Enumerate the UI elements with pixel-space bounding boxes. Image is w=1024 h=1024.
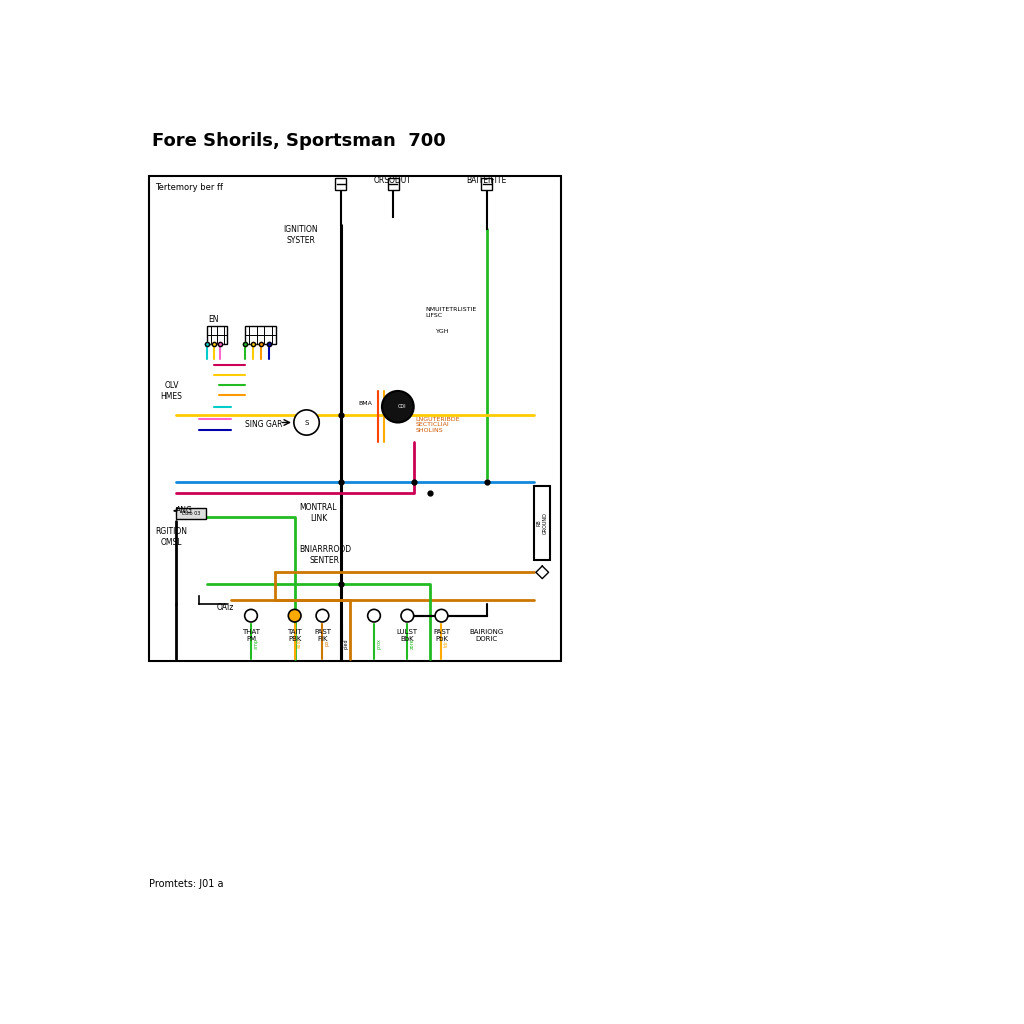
Bar (176, 508, 206, 519)
Text: solo: solo (297, 638, 302, 648)
Circle shape (289, 609, 301, 622)
Text: ORSODUT: ORSODUT (374, 176, 412, 185)
Text: CDI: CDI (397, 404, 407, 410)
Text: BNIARRROOD
SENTER: BNIARRROOD SENTER (299, 545, 351, 564)
Text: Promtets: J01 a: Promtets: J01 a (148, 880, 223, 889)
Text: BAIRIONG
DORIC: BAIRIONG DORIC (470, 629, 504, 642)
Text: RGITION
OMSL: RGITION OMSL (156, 527, 187, 547)
Text: PAST
FIK: PAST FIK (314, 629, 331, 642)
Text: Tertemory ber ff: Tertemory ber ff (155, 183, 223, 191)
Text: IGNITION
SYSTER: IGNITION SYSTER (284, 225, 318, 245)
Circle shape (294, 410, 319, 435)
Bar (387, 178, 398, 189)
Circle shape (368, 609, 380, 622)
Circle shape (435, 609, 447, 622)
Circle shape (382, 391, 414, 423)
Text: BAITEIFITE: BAITEIFITE (467, 176, 507, 185)
Text: ANG: ANG (176, 506, 193, 515)
Bar (148, 176, 560, 660)
Text: RB
GROUND: RB GROUND (537, 512, 548, 534)
Text: OLV
HMES: OLV HMES (161, 381, 182, 400)
Text: EN: EN (209, 315, 219, 324)
Text: TAIT
PBK: TAIT PBK (288, 629, 302, 642)
Text: LNGUTERIBDE
SECTICLIAI
SHOLINS: LNGUTERIBDE SECTICLIAI SHOLINS (416, 417, 460, 433)
Text: LULST
BbK: LULST BbK (396, 629, 418, 642)
Text: prox: prox (377, 638, 381, 649)
Circle shape (245, 609, 257, 622)
Text: pied: pied (343, 638, 348, 648)
Circle shape (401, 609, 414, 622)
Bar (481, 178, 493, 189)
Text: po: po (325, 640, 330, 646)
Bar (246, 327, 275, 344)
Text: YGH: YGH (436, 329, 450, 334)
Text: amp: amp (253, 638, 258, 649)
Text: NMUITETRLISTIE
LIFSC: NMUITETRLISTIE LIFSC (426, 307, 477, 317)
Text: tdr: tdr (443, 640, 449, 647)
Bar (535, 485, 550, 560)
Text: OAIz: OAIz (216, 603, 233, 612)
Text: Ebio 03: Ebio 03 (181, 511, 200, 516)
Text: SING GAR: SING GAR (246, 420, 283, 429)
Text: S: S (304, 420, 309, 426)
Text: Fore Shorils, Sportsman  700: Fore Shorils, Sportsman 700 (152, 132, 445, 151)
Circle shape (316, 609, 329, 622)
Bar (207, 327, 227, 344)
Text: MONTRAL
LINK: MONTRAL LINK (300, 504, 337, 523)
Text: BMA: BMA (358, 401, 373, 407)
Text: THAT
PM: THAT PM (242, 629, 260, 642)
Text: zore: zore (410, 638, 415, 648)
Text: PAST
PbK: PAST PbK (433, 629, 450, 642)
Bar (335, 178, 346, 189)
